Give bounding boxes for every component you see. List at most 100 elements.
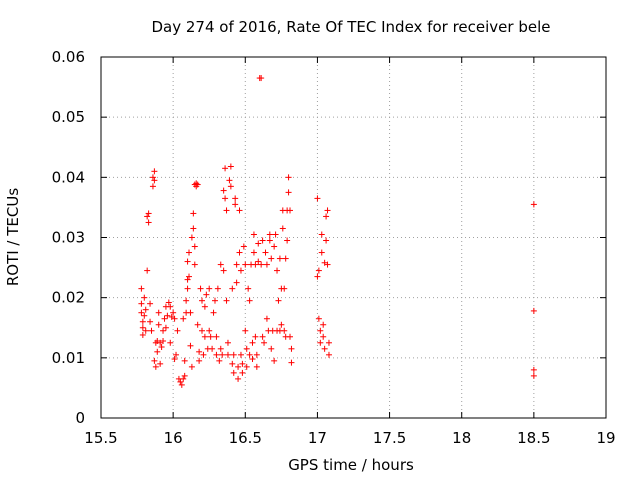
data-point — [184, 285, 191, 292]
data-point — [323, 237, 330, 244]
data-point — [158, 344, 165, 351]
data-point — [318, 249, 325, 256]
data-point — [214, 285, 221, 292]
data-point — [142, 306, 149, 313]
data-point — [200, 351, 207, 358]
x-tick-label: 15.5 — [84, 429, 117, 447]
data-point — [230, 351, 237, 358]
y-axis-label: ROTI / TECUs — [4, 188, 22, 286]
data-point — [320, 333, 327, 340]
x-tick-label: 17 — [308, 429, 327, 447]
data-point — [252, 333, 259, 340]
data-point — [160, 327, 167, 334]
data-point — [142, 327, 149, 334]
data-point — [263, 261, 270, 268]
data-point — [242, 261, 249, 268]
x-axis-label: GPS time / hours — [288, 456, 414, 474]
data-point — [272, 231, 279, 238]
data-point — [318, 231, 325, 238]
x-tick-labels: 15.5 16 16.5 17 17.5 18 18.5 19 — [84, 429, 615, 447]
data-point — [224, 351, 231, 358]
data-point — [266, 231, 273, 238]
data-point — [250, 249, 257, 256]
data-point — [141, 312, 148, 319]
data-point — [268, 345, 275, 352]
data-point — [180, 315, 187, 322]
data-point — [243, 363, 250, 370]
data-point — [287, 333, 294, 340]
data-point — [321, 345, 328, 352]
data-point — [148, 327, 155, 334]
data-point — [194, 181, 201, 188]
data-point — [266, 237, 273, 244]
data-point — [325, 339, 332, 346]
data-point — [530, 372, 537, 379]
data-point — [325, 351, 332, 358]
data-point — [183, 297, 190, 304]
data-point — [236, 207, 243, 214]
data-point — [253, 363, 260, 370]
data-point — [279, 225, 286, 232]
data-point — [282, 255, 289, 262]
data-point — [249, 356, 256, 363]
data-point — [275, 297, 282, 304]
data-point — [194, 321, 201, 328]
data-point — [157, 360, 164, 367]
data-point — [227, 163, 234, 170]
data-point — [154, 348, 161, 355]
data-point — [207, 333, 214, 340]
data-point — [288, 345, 295, 352]
data-point — [230, 369, 237, 376]
data-point — [320, 321, 327, 328]
data-point — [258, 261, 265, 268]
data-point — [281, 285, 288, 292]
data-point — [233, 261, 240, 268]
data-point — [145, 210, 152, 217]
data-point — [213, 333, 220, 340]
y-tick-label: 0.04 — [52, 168, 85, 186]
data-point — [164, 312, 171, 319]
data-point — [161, 315, 168, 322]
data-point — [213, 351, 220, 358]
data-point — [167, 339, 174, 346]
data-point — [281, 327, 288, 334]
data-point — [144, 267, 151, 274]
data-point — [196, 348, 203, 355]
data-point — [227, 183, 234, 190]
data-point — [209, 345, 216, 352]
data-point — [167, 303, 174, 310]
data-point — [206, 327, 213, 334]
data-point — [151, 357, 158, 364]
data-point — [139, 324, 146, 331]
data-point — [184, 276, 191, 283]
data-point — [271, 243, 278, 250]
data-point — [211, 297, 218, 304]
data-point — [255, 240, 262, 247]
data-point — [181, 372, 188, 379]
data-point — [203, 291, 210, 298]
data-point — [530, 307, 537, 314]
data-point — [210, 309, 217, 316]
data-point — [190, 210, 197, 217]
data-point — [223, 297, 230, 304]
data-point — [237, 267, 244, 274]
data-point — [216, 357, 223, 364]
y-tick-labels: 0 0.01 0.02 0.03 0.04 0.05 0.06 — [52, 48, 85, 427]
data-point — [139, 318, 146, 325]
x-tick-label: 19 — [596, 429, 615, 447]
data-point — [317, 339, 324, 346]
x-tick-label: 17.5 — [373, 429, 406, 447]
x-tick-label: 16 — [164, 429, 183, 447]
y-tick-label: 0 — [75, 409, 85, 427]
data-point — [220, 267, 227, 274]
data-point — [242, 327, 249, 334]
data-point — [170, 309, 177, 316]
data-point — [199, 327, 205, 334]
data-point — [149, 183, 156, 190]
data-point — [271, 357, 278, 364]
data-point — [324, 207, 331, 214]
y-tick-label: 0.01 — [52, 349, 85, 367]
data-point — [261, 339, 268, 346]
data-point — [145, 219, 152, 226]
data-point — [181, 357, 188, 364]
